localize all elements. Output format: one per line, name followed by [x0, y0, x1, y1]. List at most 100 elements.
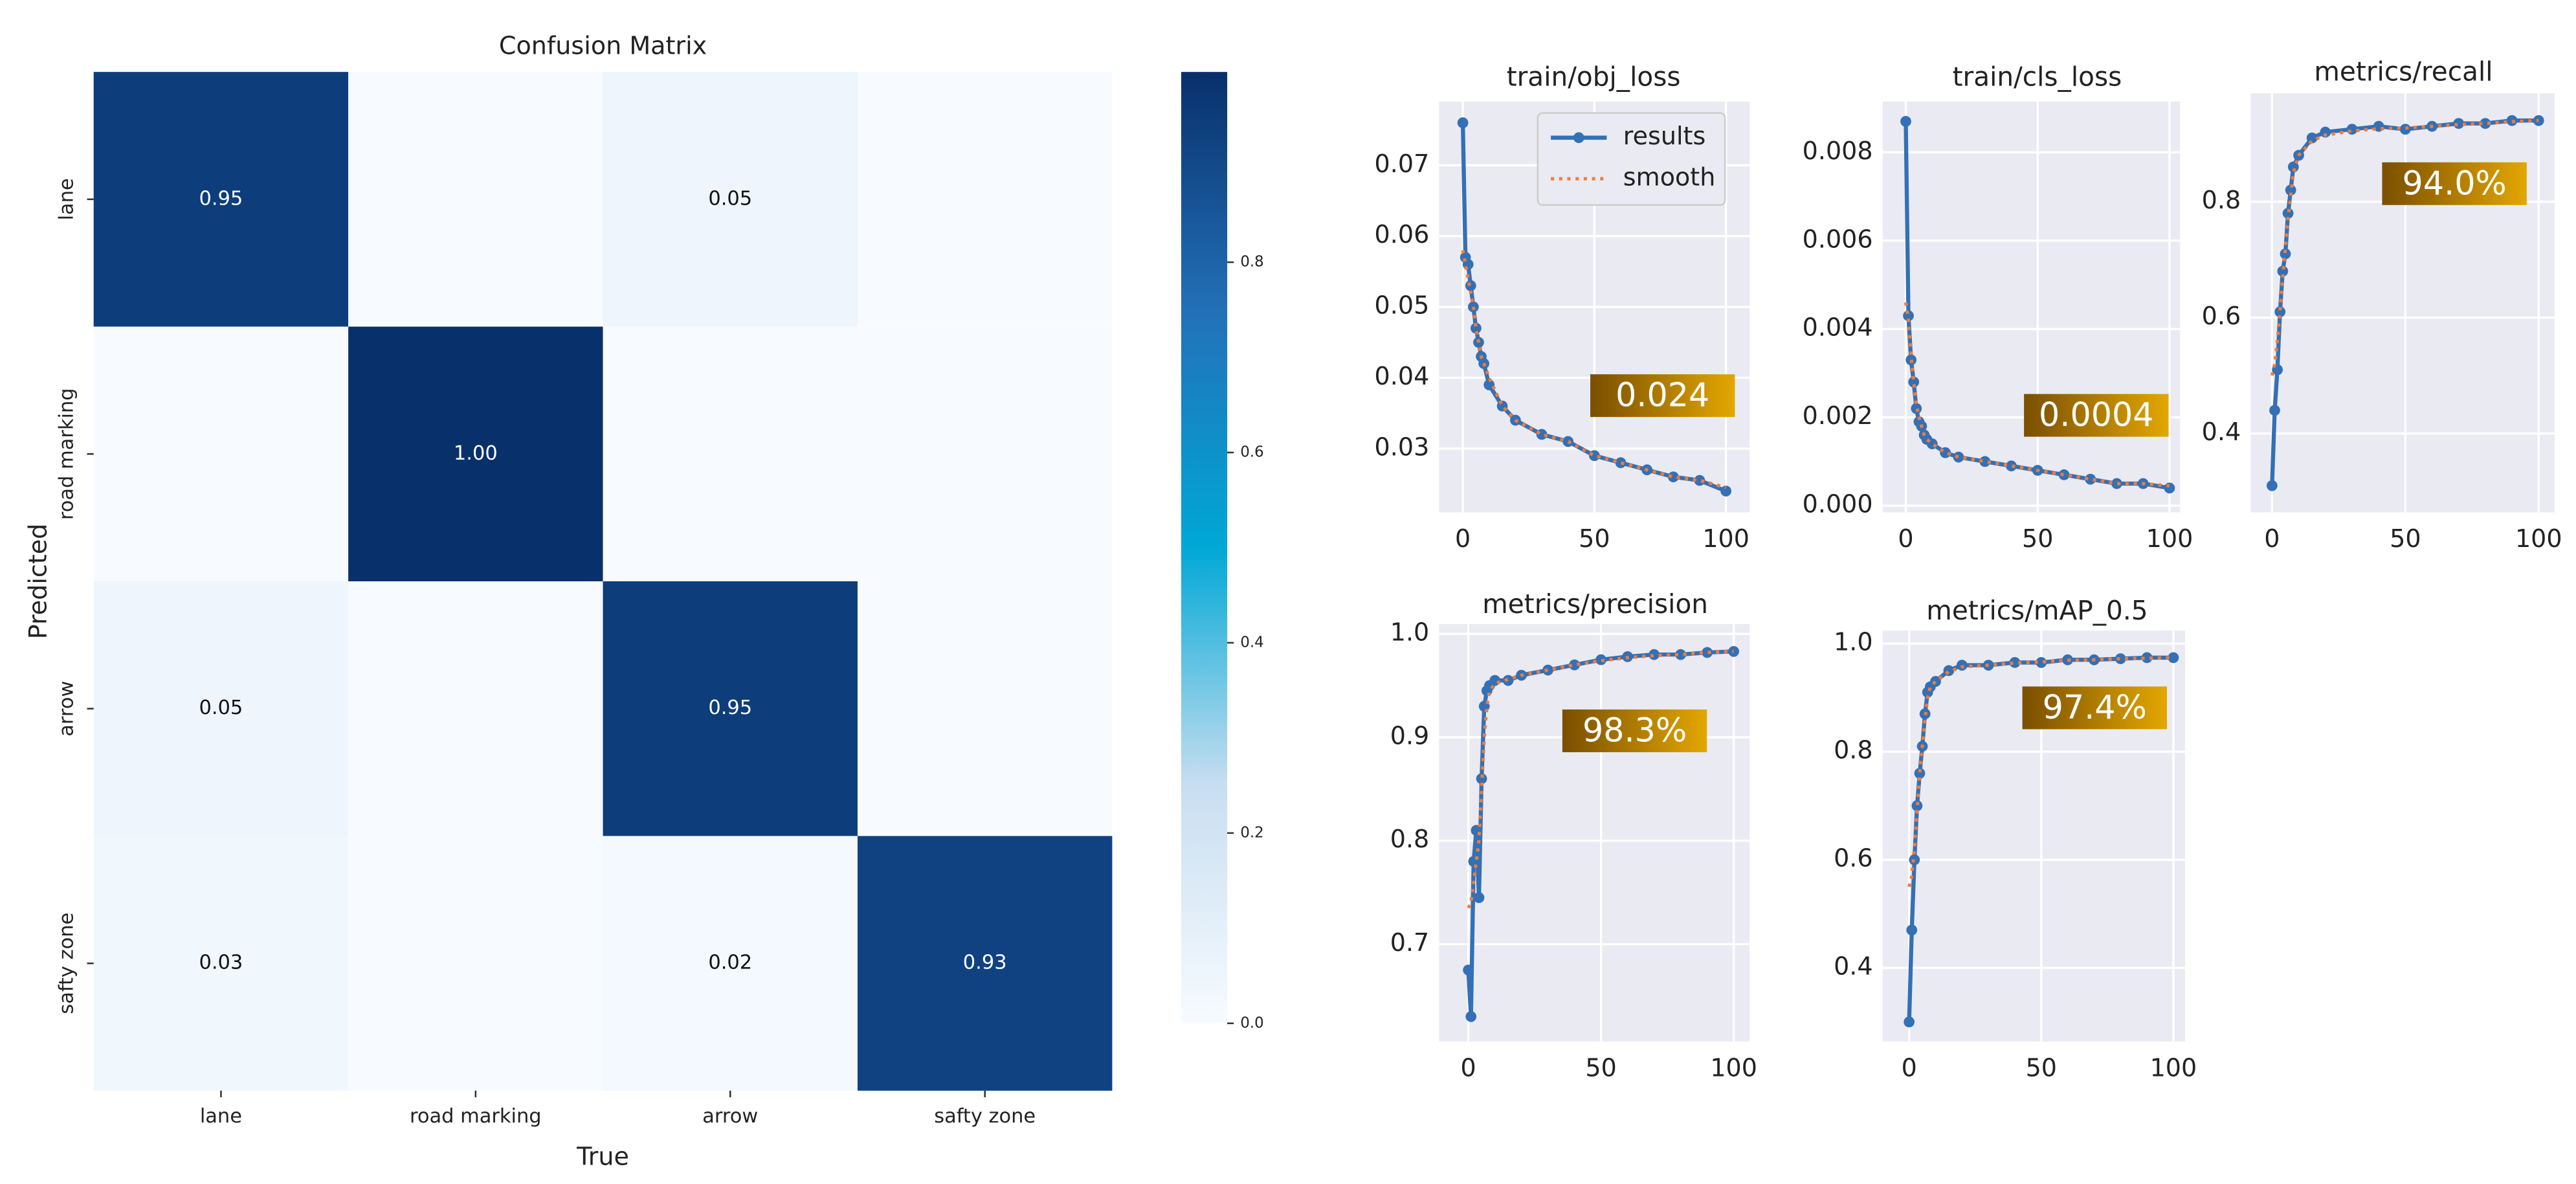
- x-tick-label: 0: [1898, 524, 1913, 553]
- y-tick-label: 0.004: [1803, 313, 1873, 342]
- cell-label: 0.05: [199, 697, 243, 719]
- chart-title: metrics/recall: [2314, 56, 2493, 87]
- cell-label: 1.00: [454, 442, 498, 465]
- colorbar-tick-label: 0.0: [1240, 1014, 1263, 1031]
- annotation-badge: [2022, 686, 2167, 730]
- data-point: [1667, 471, 1679, 483]
- data-point: [1908, 376, 1920, 388]
- chart-title: metrics/precision: [1482, 588, 1708, 620]
- y-tick-label: 0.07: [1375, 150, 1430, 178]
- heatmap-cell: [93, 581, 349, 836]
- x-tick-label: 0: [2264, 524, 2280, 553]
- data-point: [1615, 457, 1627, 469]
- data-point: [1979, 456, 1991, 467]
- heatmap-cell: [857, 326, 1113, 582]
- x-tick-label: 50: [2022, 524, 2053, 553]
- data-point: [1457, 117, 1469, 129]
- chart-title: train/obj_loss: [1507, 61, 1681, 92]
- data-point: [1906, 924, 1918, 936]
- data-point: [1702, 647, 1713, 658]
- legend-marker: [1573, 132, 1584, 144]
- data-point: [2168, 652, 2179, 664]
- y-tick-label: 0.7: [1390, 928, 1430, 957]
- data-point: [1943, 665, 1955, 676]
- data-point: [2280, 248, 2291, 260]
- data-point: [2285, 184, 2296, 196]
- heatmap-cell: [348, 326, 603, 582]
- colorbar-tick-label: 0.4: [1240, 634, 1263, 651]
- data-point: [2282, 208, 2294, 219]
- x-tick-label: 50: [2026, 1053, 2057, 1082]
- y-tick-label: 0.4: [1834, 952, 1873, 981]
- data-point: [1569, 659, 1581, 671]
- colorbar-tick-label: 0.8: [1240, 254, 1263, 271]
- data-point: [2267, 480, 2278, 491]
- legend-label: smooth: [1623, 163, 1716, 192]
- smooth-line: [1467, 649, 1734, 909]
- data-point: [1465, 280, 1476, 291]
- data-point: [1465, 1011, 1477, 1022]
- data-point: [1914, 768, 1926, 779]
- data-point: [2115, 653, 2126, 664]
- data-point: [1542, 664, 1554, 676]
- data-point: [2085, 473, 2096, 485]
- colorbar-tick-label: 0.2: [1240, 824, 1263, 841]
- x-tick-label: 50: [2390, 524, 2421, 553]
- y-tick-label: 0.05: [1375, 291, 1430, 320]
- y-tick-label: 0.8: [1390, 825, 1430, 853]
- annotation-badge: [1590, 374, 1735, 418]
- colorbar: [1181, 72, 1228, 1023]
- x-tick-label: safty zone: [934, 1105, 1036, 1128]
- data-point: [2141, 652, 2153, 664]
- heatmap-cell: [603, 326, 858, 582]
- annotation: 0.024: [1616, 376, 1709, 414]
- annotation-badge: [2024, 394, 2169, 437]
- x-axis-label: True: [576, 1142, 629, 1170]
- y-tick-label: 0.04: [1375, 362, 1430, 390]
- data-point: [1463, 965, 1474, 976]
- y-tick-label: 1.0: [1834, 628, 1873, 656]
- y-tick-label: 0.008: [1803, 137, 1873, 165]
- y-tick-label: 0.03: [1375, 432, 1430, 461]
- smooth-line: [1904, 302, 2170, 487]
- y-tick-label: 1.0: [1390, 618, 1430, 647]
- data-point: [2009, 657, 2021, 668]
- annotation: 0.0004: [2039, 396, 2154, 434]
- heatmap-cell: [857, 581, 1113, 836]
- data-point: [2277, 265, 2289, 277]
- x-tick-label: 100: [2515, 524, 2562, 553]
- heatmap-cell: [603, 72, 858, 327]
- y-tick-label: road marking: [56, 388, 78, 520]
- data-point: [1953, 451, 1964, 463]
- x-tick-label: 0: [1902, 1053, 1917, 1082]
- x-tick-label: arrow: [702, 1105, 758, 1128]
- data-point: [1562, 436, 1574, 447]
- heatmap-cell: [93, 72, 349, 327]
- plot-background: [1882, 101, 2181, 513]
- data-point: [2306, 132, 2318, 144]
- y-tick-label: 0.8: [2202, 186, 2241, 214]
- data-point: [2058, 469, 2070, 480]
- heatmap-cell: [348, 72, 603, 327]
- x-tick-label: 50: [1579, 524, 1610, 553]
- smooth-line: [1907, 656, 2173, 888]
- data-point: [1720, 486, 1732, 497]
- data-point: [1904, 1016, 1915, 1028]
- cell-label: 0.02: [708, 952, 752, 974]
- y-tick-label: lane: [56, 178, 78, 220]
- y-tick-label: 0.002: [1803, 401, 1873, 430]
- heatmap-cell: [93, 836, 349, 1091]
- data-point: [1471, 322, 1482, 334]
- data-point: [2269, 405, 2280, 416]
- y-tick-label: 0.06: [1375, 220, 1430, 249]
- colorbar-tick-label: 0.6: [1240, 444, 1263, 461]
- heatmap-cell: [348, 836, 603, 1091]
- legend-label: results: [1623, 122, 1706, 150]
- annotation-badge: [1562, 709, 1707, 752]
- y-tick-label: 0.000: [1803, 490, 1873, 519]
- y-tick-label: safty zone: [56, 913, 78, 1014]
- data-point: [2480, 118, 2491, 129]
- data-point: [2274, 306, 2286, 318]
